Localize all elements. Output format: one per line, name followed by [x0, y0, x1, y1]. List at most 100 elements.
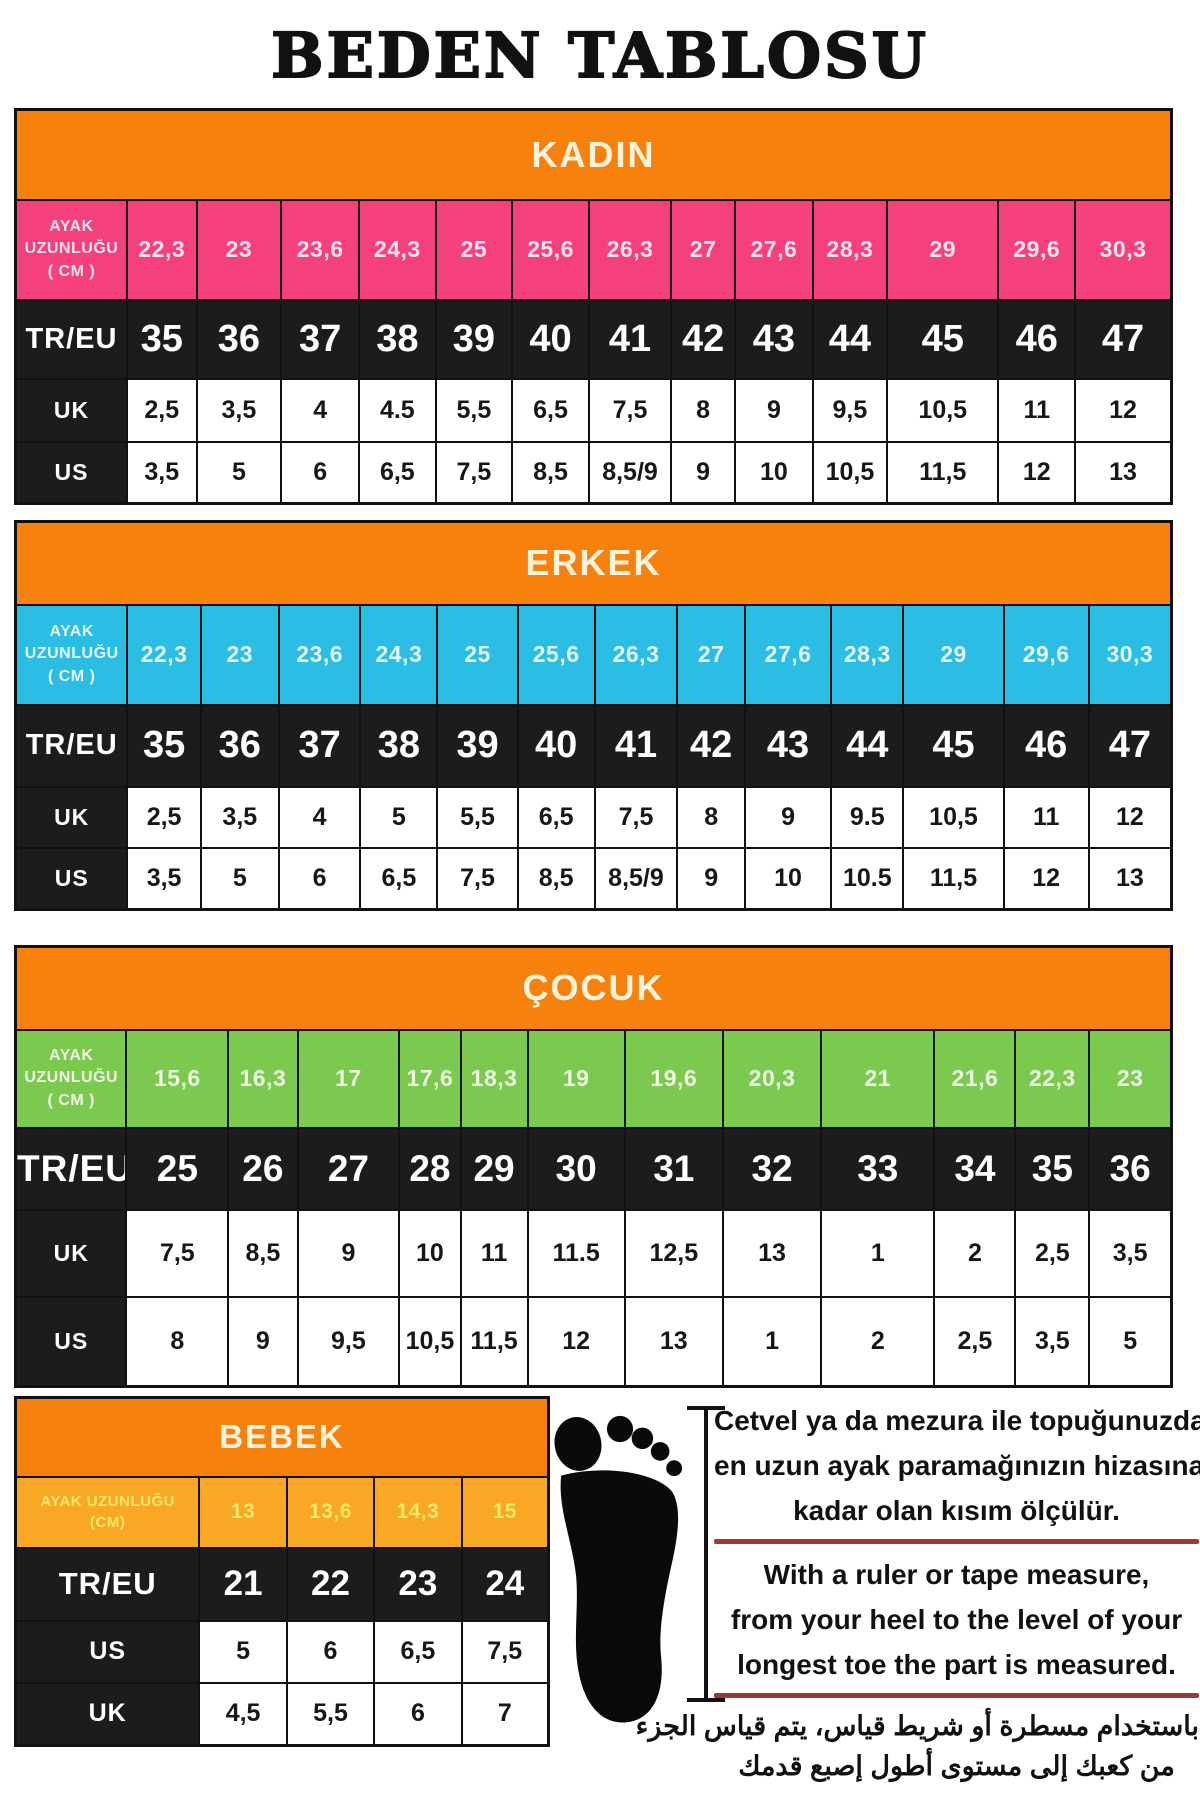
row-label-uk: UK [14, 785, 129, 849]
size-table-kadin: KADIN AYAK UZUNLUĞU( CM ) 22,3 23 23,6 24,3 25 2… [14, 108, 1173, 505]
foot-length-cell: 30,3 [1074, 198, 1173, 301]
foot-length-cell: 27 [676, 603, 746, 706]
size-cell: 31 [623, 1126, 724, 1211]
foot-length-cell: 26,3 [587, 198, 673, 301]
size-cell: 42 [670, 298, 737, 380]
size-cell: 35 [126, 703, 202, 788]
size-cell: 11,5 [886, 440, 1000, 505]
foot-length-cell: 26,3 [593, 603, 679, 706]
size-cell: 36 [195, 298, 283, 380]
size-cell: 5 [198, 1619, 288, 1684]
size-cell: 26 [227, 1126, 299, 1211]
row-label-tr-eu: TR/EU [14, 703, 129, 788]
bottom-section: BEBEK AYAK UZUNLUĞU (CM) 13 13,6 14,3 15 TR/EU 2… [14, 1396, 1200, 1788]
instruction-text-arabic: باستخدام مسطرة أو شريط قياس، يتم قياس ال… [636, 1706, 1199, 1786]
foot-length-cell: 13,6 [285, 1475, 376, 1549]
foot-length-cell: 25 [434, 198, 514, 301]
size-cell: 10,5 [886, 377, 1000, 443]
size-cell: 6 [277, 846, 362, 911]
size-table-erkek: ERKEK AYAK UZUNLUĞU( CM ) 22,3 23 23,6 24,3 25 2… [14, 520, 1173, 911]
instruction-line: With a ruler or tape measure, [763, 1559, 1150, 1590]
size-cell: 40 [511, 298, 590, 380]
size-table-host-cocuk: ÇOCUK AYAK UZUNLUĞU( CM ) 15,6 16,3 17 17,6 18,… [14, 945, 1173, 1388]
size-cell: 25 [125, 1126, 230, 1211]
size-cell: 30 [526, 1126, 626, 1211]
size-cell: 6 [373, 1681, 463, 1747]
size-cell: 39 [436, 703, 519, 788]
foot-length-cell: 15 [460, 1475, 550, 1549]
size-cell: 1 [820, 1208, 936, 1298]
size-cell: 3,5 [126, 846, 202, 911]
size-cell: 7,5 [436, 846, 519, 911]
size-cell: 35 [125, 298, 198, 380]
size-cell: 2 [820, 1295, 936, 1388]
foot-length-cell: 22,3 [1014, 1028, 1091, 1129]
row-label-us: US [14, 1619, 201, 1684]
size-cell: 12 [1002, 846, 1090, 911]
size-cell: 21 [198, 1546, 288, 1622]
size-cell: 11.5 [526, 1208, 626, 1298]
foot-length-cell: 17,6 [398, 1028, 462, 1129]
instruction-line: Cetvel ya da mezura ile topuğunuzdan, [714, 1405, 1200, 1436]
table-header-bebek: BEBEK [14, 1396, 550, 1478]
size-table-bebek: BEBEK AYAK UZUNLUĞU (CM) 13 13,6 14,3 15 TR/EU 2… [14, 1396, 550, 1747]
size-cell: 10,5 [811, 440, 889, 505]
foot-silhouette-icon [554, 1415, 683, 1723]
measuring-line-icon [687, 1406, 725, 1702]
size-cell: 10 [398, 1208, 462, 1298]
foot-length-cell: 23 [1088, 1028, 1173, 1129]
instruction-text-turkish: Cetvel ya da mezura ile topuğunuzdan, en … [714, 1398, 1200, 1533]
foot-length-cell: 25 [436, 603, 519, 706]
size-cell: 12 [1087, 785, 1173, 849]
row-label-tr-eu: TR/EU [14, 1126, 128, 1211]
size-cell: 7,5 [587, 377, 673, 443]
foot-length-cell: 23,6 [280, 198, 361, 301]
foot-length-cell: 13 [198, 1475, 288, 1549]
size-cell: 5,5 [436, 785, 519, 849]
size-cell: 9,5 [811, 377, 889, 443]
size-cell: 11 [997, 377, 1077, 443]
size-cell: 42 [676, 703, 746, 788]
foot-length-label: AYAK UZUNLUĞU( CM ) [14, 198, 128, 301]
size-cell: 9.5 [830, 785, 905, 849]
size-cell: 3,5 [199, 785, 280, 849]
size-table-host-kadin: KADIN AYAK UZUNLUĞU( CM ) 22,3 23 23,6 24,3 25 2… [14, 108, 1173, 505]
size-cell: 6 [280, 440, 361, 505]
instruction-line: from your heel to the level of your [730, 1604, 1183, 1635]
foot-length-cell: 20,3 [721, 1028, 823, 1129]
size-cell: 6,5 [359, 846, 439, 911]
divider-rule [714, 1693, 1199, 1698]
size-cell: 7,5 [460, 1619, 550, 1684]
size-cell: 7,5 [125, 1208, 230, 1298]
foot-length-cell: 19 [526, 1028, 626, 1129]
size-cell: 9 [670, 440, 737, 505]
size-table-host-erkek: ERKEK AYAK UZUNLUĞU( CM ) 22,3 23 23,6 24,3 25 2… [14, 520, 1173, 911]
size-cell: 7,5 [593, 785, 679, 849]
size-cell: 46 [997, 298, 1077, 380]
size-cell: 13 [1074, 440, 1173, 505]
size-cell: 2,5 [1014, 1208, 1091, 1298]
size-cell: 4,5 [198, 1681, 288, 1747]
size-cell: 4.5 [358, 377, 437, 443]
size-cell: 8 [670, 377, 737, 443]
size-cell: 9,5 [296, 1295, 401, 1388]
size-cell: 45 [902, 703, 1005, 788]
size-cell: 41 [587, 298, 673, 380]
foot-length-cell: 18,3 [459, 1028, 529, 1129]
size-cell: 4 [280, 377, 361, 443]
size-cell: 38 [358, 298, 437, 380]
page-title: BEDEN TABLOSU [270, 18, 929, 93]
size-cell: 12 [997, 440, 1077, 505]
instruction-line: من كعبك إلى مستوى أطول إصبع قدمك [738, 1751, 1175, 1781]
size-cell: 43 [743, 703, 833, 788]
row-label-uk: UK [14, 1681, 201, 1747]
size-cell: 6,5 [516, 785, 596, 849]
size-cell: 13 [623, 1295, 724, 1388]
foot-length-cell: 23,6 [277, 603, 362, 706]
size-cell: 10.5 [830, 846, 905, 911]
size-cell: 8,5/9 [593, 846, 679, 911]
foot-length-cell: 28,3 [830, 603, 905, 706]
size-cell: 1 [721, 1295, 823, 1388]
size-cell: 2,5 [125, 377, 198, 443]
size-cell: 41 [593, 703, 679, 788]
